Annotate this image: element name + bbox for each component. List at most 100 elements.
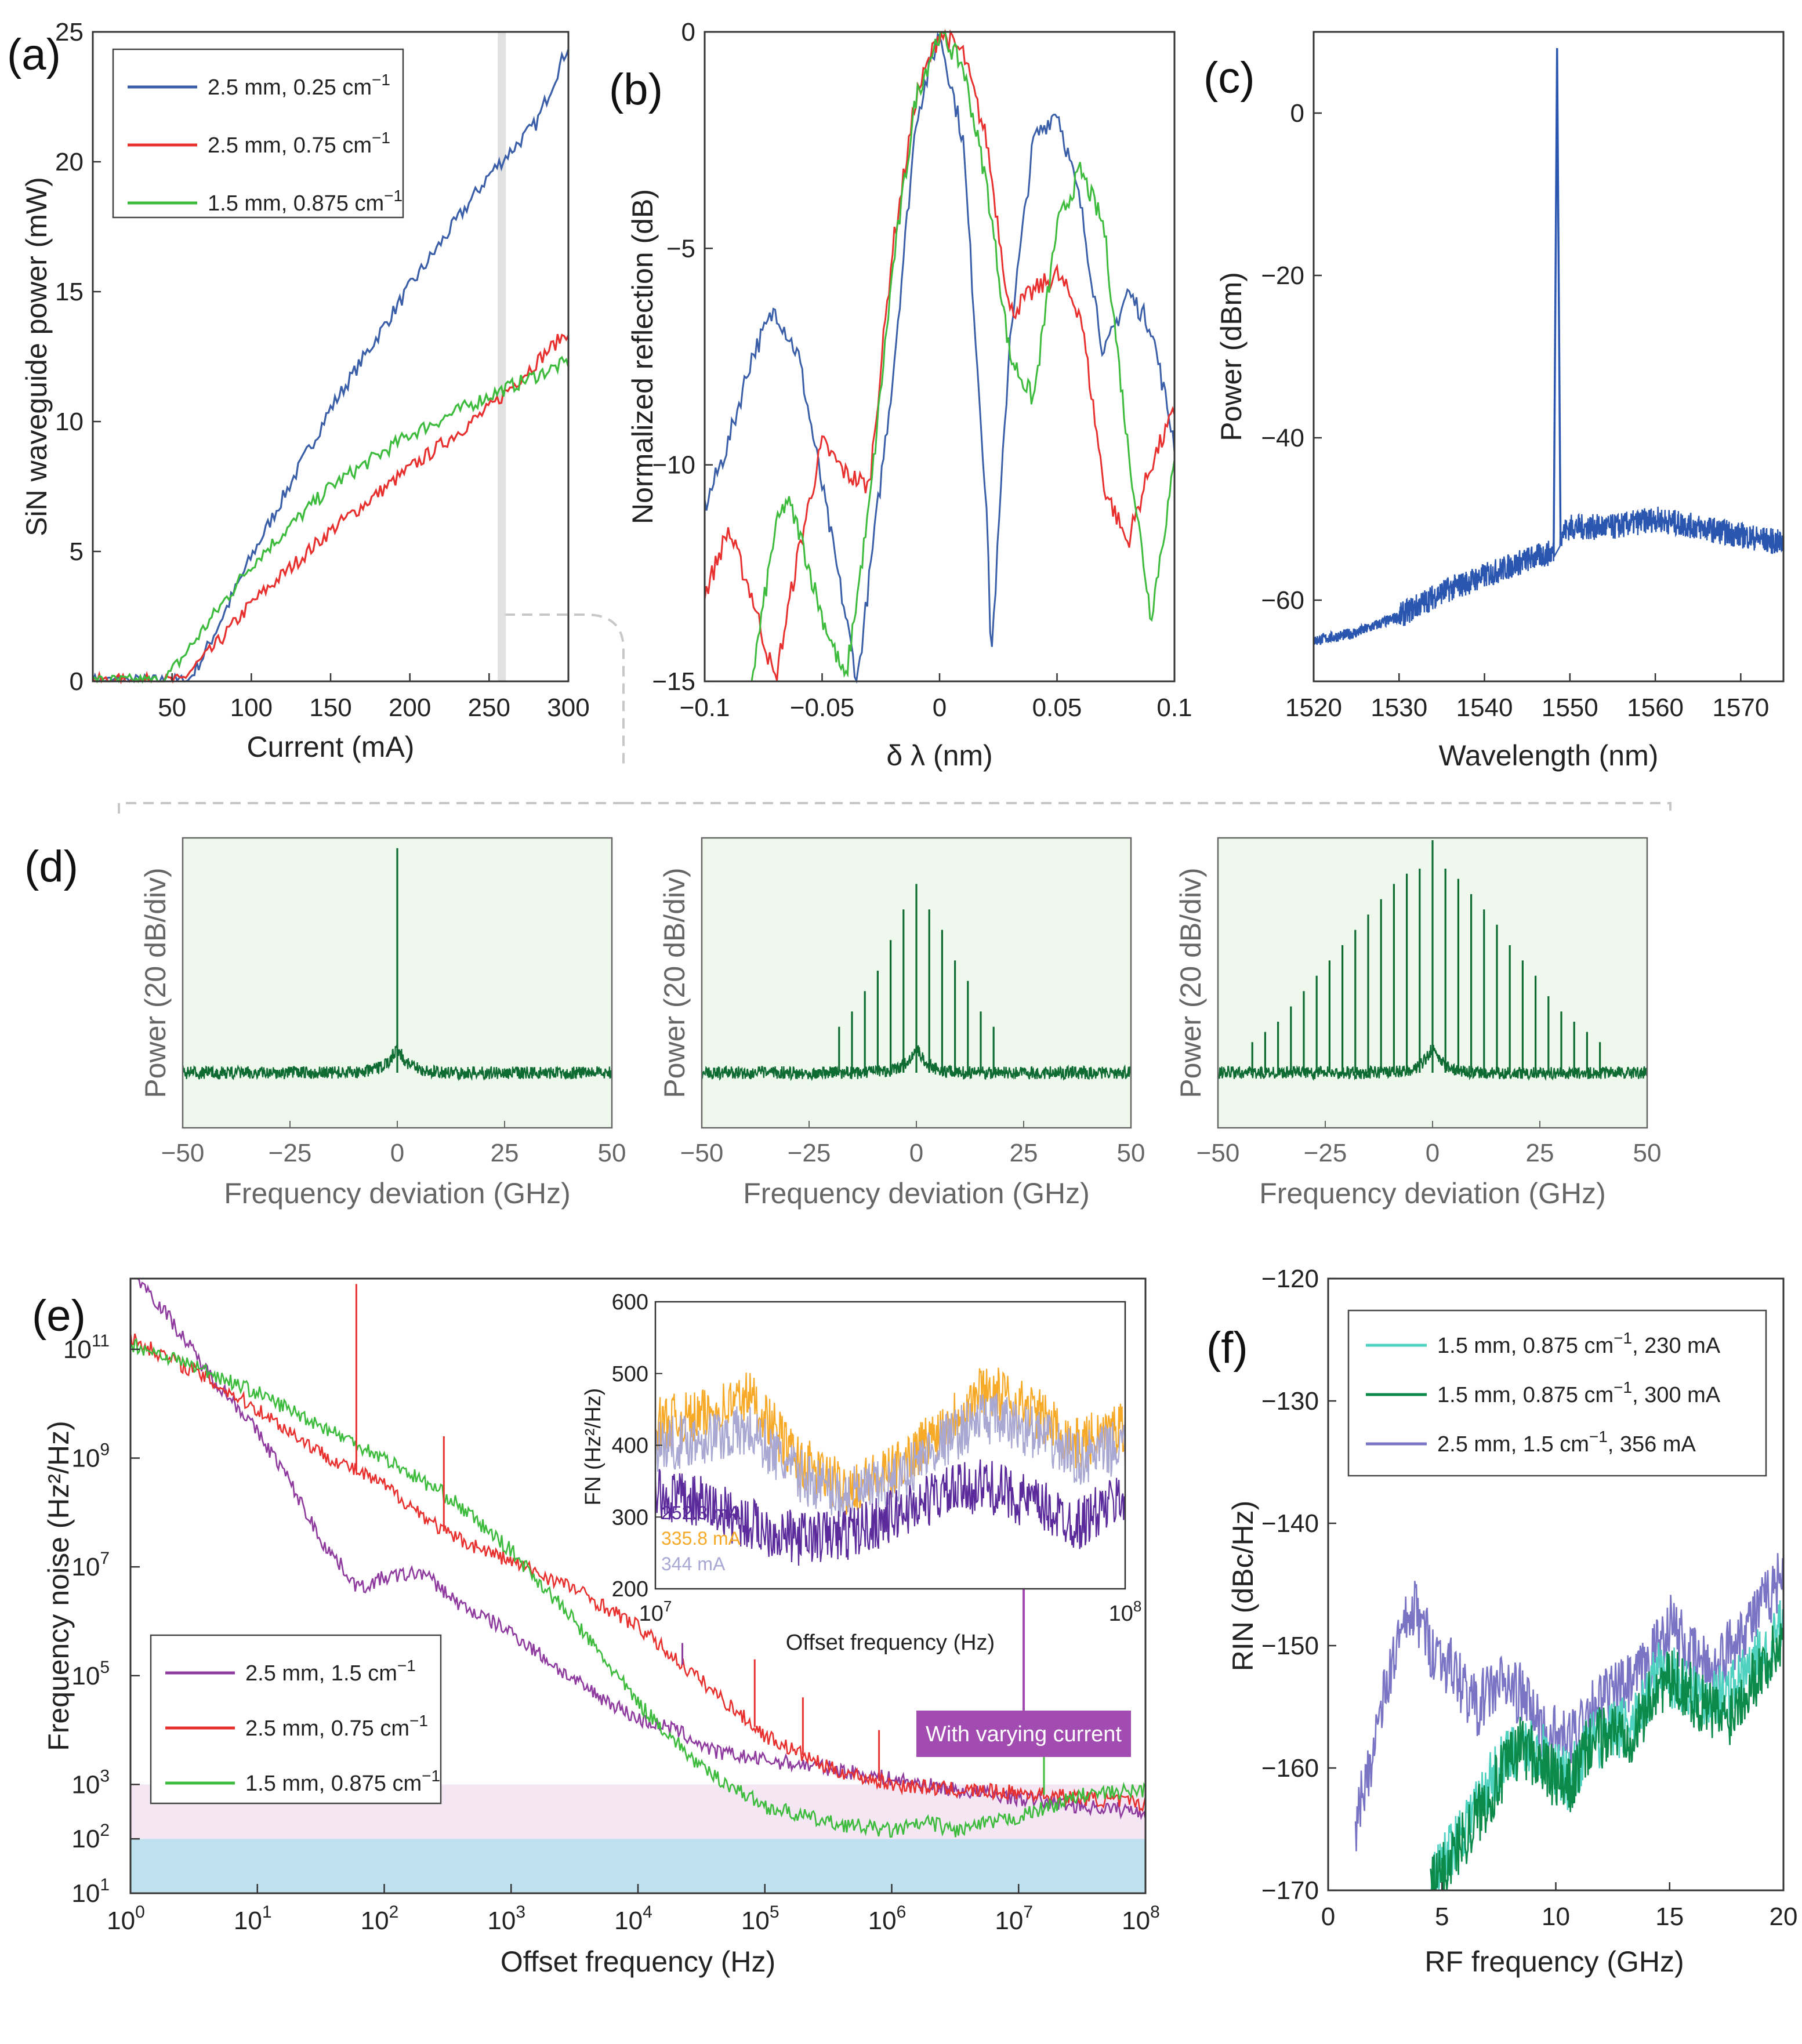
panel-b-series-1 — [704, 28, 1176, 681]
panel-c-xlabel: Wavelength (nm) — [1439, 739, 1659, 772]
panel-d-xtick-label: −50 — [680, 1139, 724, 1167]
panel-c-xtick-label: 1530 — [1370, 694, 1427, 722]
panel-a: 50 100 150 200 250 300 0 5 10 15 20 25 Current (mA)… — [20, 18, 590, 763]
with-varying-current-label: With varying current — [926, 1722, 1122, 1747]
panel-f-xtick-label: 0 — [1321, 1903, 1335, 1931]
panel-d-xtick-label: −25 — [269, 1139, 312, 1167]
panel-b-series-2 — [750, 30, 1176, 682]
panel-c-xtick-label: 1540 — [1456, 694, 1513, 722]
panel-a-series-1 — [92, 333, 570, 685]
panel-b-ytick-label: −15 — [652, 667, 695, 696]
panel-b-series-0 — [704, 32, 1176, 684]
panel-f-ytick-label: −140 — [1261, 1509, 1319, 1538]
panel-label-a: (a) — [7, 30, 61, 79]
panel-c-xtick-label: 1570 — [1712, 694, 1769, 722]
panel-a-ytick-label: 15 — [55, 278, 84, 306]
inset-xlabel: Offset frequency (Hz) — [786, 1631, 995, 1655]
with-varying-current-label-box — [916, 1711, 1131, 1757]
panel-f-ylabel: RIN (dBc/Hz) — [1227, 1501, 1259, 1671]
panel-b-ytick-label: −5 — [666, 234, 695, 263]
panel-e-ylabel: Frequency noise (Hz²/Hz) — [42, 1421, 75, 1751]
panel-b: −0.1 −0.05 0 0.05 0.1 0 −5 −10 −15 δ λ (nm) Norm… — [626, 18, 1192, 772]
panel-b-xlabel: δ λ (nm) — [886, 739, 992, 772]
panel-f: 0 5 10 15 20 −170 −160 −150 −140 −130 −120 RF freq… — [1227, 1265, 1797, 1978]
panel-d-xtick-label: 50 — [598, 1139, 626, 1167]
panel-c-ytick-label: 0 — [1290, 99, 1304, 128]
panel-d-xtick-label: 25 — [491, 1139, 519, 1167]
panel-e-ytick-label: 109 — [71, 1440, 110, 1473]
panel-a-xtick-label: 150 — [309, 694, 351, 722]
panel-d-xtick-label: −50 — [1197, 1139, 1240, 1167]
panel-d-xtick-label: 0 — [909, 1139, 923, 1167]
panel-b-ylabel: Normalized reflection (dB) — [626, 189, 659, 524]
panel-d-xlabel: Frequency deviation (GHz) — [743, 1177, 1089, 1210]
panel-c: 1520 1530 1540 1550 1560 1570 −60 −40 −20 0 Wavel… — [1215, 31, 1785, 772]
panel-label-f: (f) — [1206, 1323, 1248, 1373]
panel-e-xtick-label: 107 — [995, 1903, 1033, 1935]
panel-e-xtick-label: 100 — [107, 1903, 145, 1935]
panel-e-ytick-label: 102 — [71, 1821, 110, 1853]
panel-a-xtick-label: 200 — [389, 694, 431, 722]
panel-e-xtick-label: 103 — [487, 1903, 525, 1935]
panel-a-ytick-label: 25 — [55, 18, 84, 46]
panel-d-xlabel: Frequency deviation (GHz) — [1259, 1177, 1605, 1210]
panel-f-legend-entry: 1.5 mm, 0.875 cm−1, 230 mA — [1437, 1329, 1721, 1358]
panel-c-ytick-label: −40 — [1261, 424, 1304, 452]
panel-label-e: (e) — [32, 1291, 86, 1341]
panel-d-xtick-label: 25 — [1526, 1139, 1554, 1167]
panel-c-xtick-label: 1520 — [1285, 694, 1342, 722]
panel-f-xtick-label: 10 — [1542, 1903, 1570, 1931]
panel-d-xtick-label: 50 — [1117, 1139, 1145, 1167]
panel-d-ylabel: Power (20 dB/div) — [658, 867, 691, 1098]
panel-f-xtick-label: 5 — [1435, 1903, 1449, 1931]
panel-c-noise-floor — [1313, 506, 1784, 645]
panel-b-xtick-label: −0.05 — [790, 694, 854, 722]
inset-current-label: 335.8 mA — [661, 1528, 741, 1549]
panel-e-ytick-label: 101 — [71, 1875, 110, 1908]
panel-label-d: (d) — [24, 842, 78, 891]
inset-series-1 — [654, 1367, 1126, 1515]
panel-f-ytick-label: −160 — [1261, 1754, 1319, 1782]
panel-e-xtick-label: 106 — [868, 1903, 907, 1935]
panel-d-xtick-label: −25 — [788, 1139, 831, 1167]
panel-e-xtick-label: 108 — [1122, 1903, 1160, 1935]
panel-d-ylabel: Power (20 dB/div) — [1174, 867, 1207, 1098]
panel-f-series-1 — [1430, 1623, 1785, 1891]
panel-a-xtick-label: 100 — [230, 694, 273, 722]
panel-a-xtick-label: 50 — [158, 694, 186, 722]
panel-a-ytick-label: 5 — [70, 538, 84, 566]
panel-a-legend-entry: 2.5 mm, 0.75 cm−1 — [208, 129, 390, 158]
panel-a-xtick-label: 250 — [468, 694, 510, 722]
panel-d-subplot-3: −50 −25 0 25 50 Frequency deviation (GHz) Powe… — [1174, 837, 1661, 1210]
panel-f-legend-entry: 2.5 mm, 1.5 cm−1, 356 mA — [1437, 1428, 1696, 1457]
panel-a-legend: 2.5 mm, 0.25 cm−1 2.5 mm, 0.75 cm−1 1.5 mm… — [112, 48, 404, 219]
inset-ytick-label: 500 — [612, 1362, 648, 1386]
panel-e-legend-entry: 1.5 mm, 0.875 cm−1 — [245, 1767, 440, 1796]
panel-e-series-2 — [130, 1338, 1147, 1838]
panel-d-xtick-label: 25 — [1010, 1139, 1038, 1167]
panel-e-ytick-label: 1011 — [63, 1331, 110, 1364]
inset-series-0 — [654, 1459, 1126, 1566]
inset-xtick-label: 108 — [1109, 1598, 1142, 1626]
panel-e-annotation: With varying current — [916, 1560, 1131, 1757]
panel-a-ytick-label: 20 — [55, 148, 84, 176]
panel-c-ytick-label: −20 — [1261, 262, 1304, 290]
panel-a-series-2 — [93, 355, 570, 684]
panel-e-xtick-label: 104 — [614, 1903, 652, 1935]
panel-c-xtick-label: 1560 — [1627, 694, 1684, 722]
panel-d-ylabel: Power (20 dB/div) — [139, 867, 172, 1098]
panel-e-series-1 — [129, 1333, 1147, 1813]
panel-b-xtick-label: 0.1 — [1156, 694, 1192, 722]
panel-b-xtick-label: 0.05 — [1032, 694, 1082, 722]
panel-b-axes-box — [704, 31, 1176, 682]
panel-f-xlabel: RF frequency (GHz) — [1424, 1945, 1684, 1978]
panel-a-ytick-label: 0 — [70, 667, 84, 696]
inset-ytick-label: 400 — [612, 1434, 648, 1458]
panel-b-ytick-label: −10 — [652, 451, 695, 480]
panel-e-xtick-label: 102 — [361, 1903, 399, 1935]
panel-f-ytick-label: −150 — [1261, 1632, 1319, 1660]
inset-ytick-label: 200 — [612, 1577, 648, 1602]
panel-d-xtick-label: 0 — [1426, 1139, 1440, 1167]
panel-e-ytick-label: 107 — [71, 1549, 110, 1581]
